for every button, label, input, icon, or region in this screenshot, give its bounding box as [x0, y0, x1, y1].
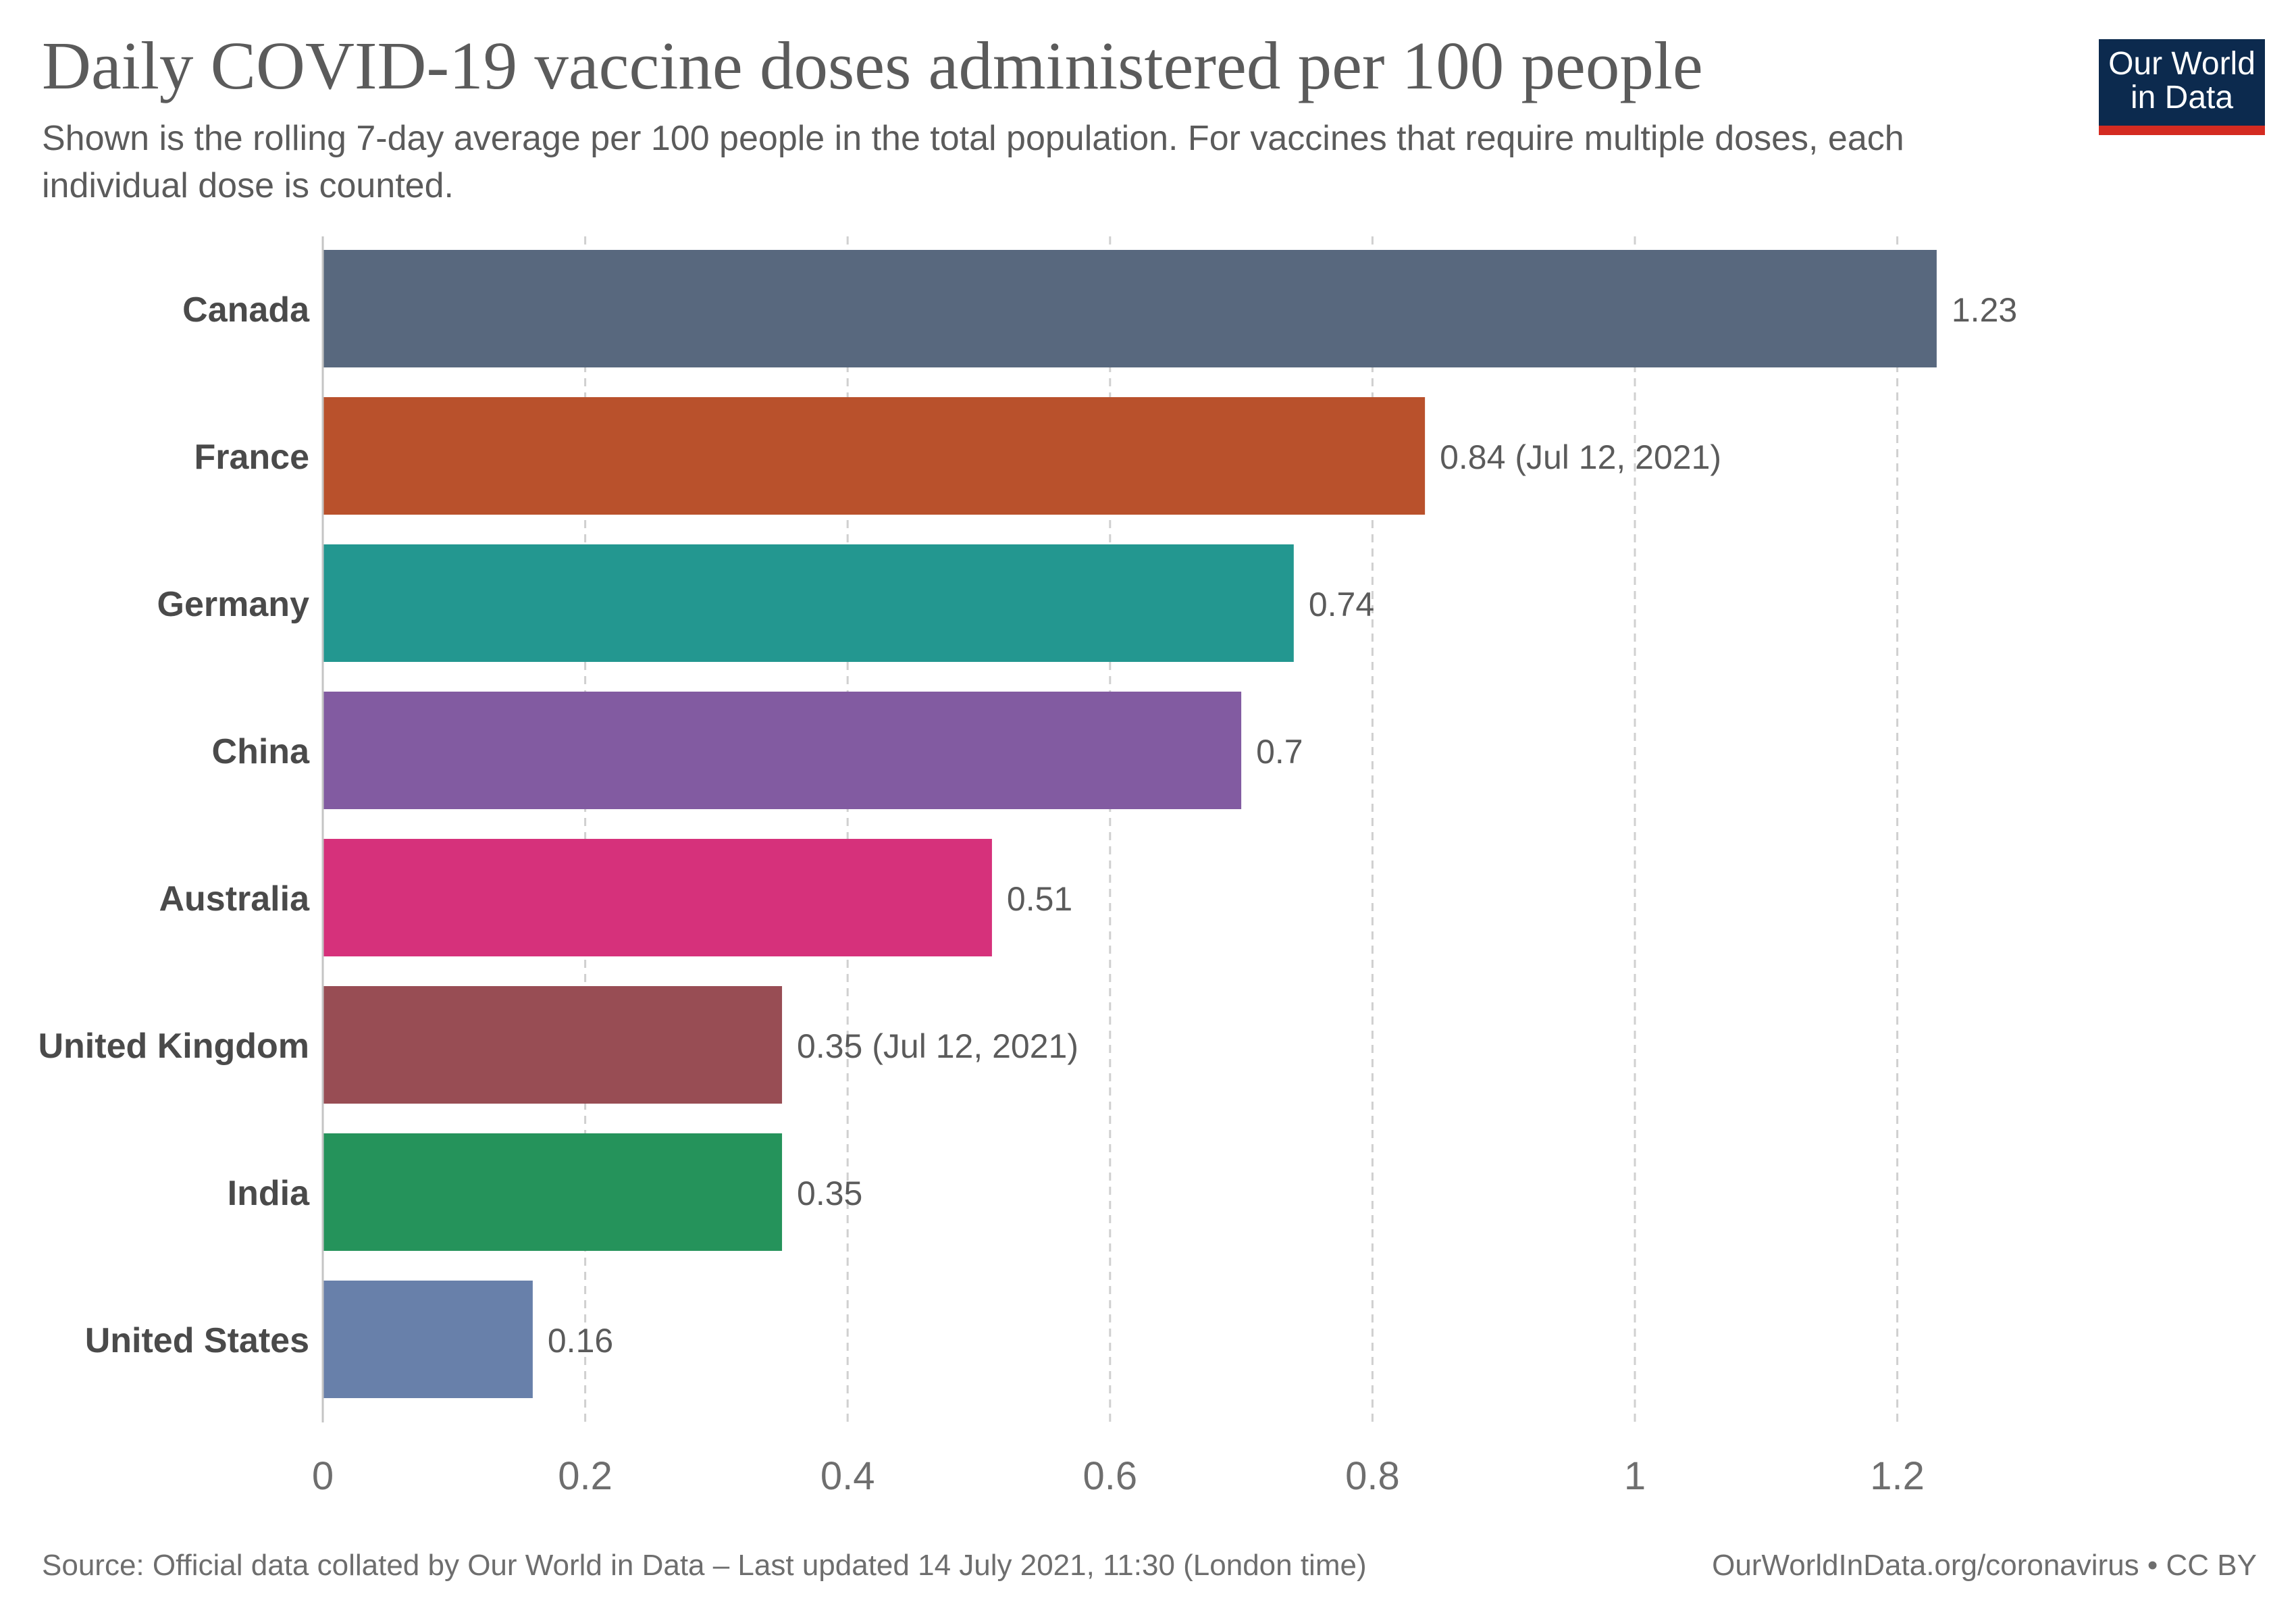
chart-title: Daily COVID-19 vaccine doses administere…: [42, 28, 1703, 103]
bar: [323, 250, 1937, 367]
bar: [323, 1133, 783, 1251]
x-tick-label: 1.2: [1870, 1454, 1925, 1498]
data-label: 0.74: [1309, 586, 1374, 623]
source-note: Source: Official data collated by Our Wo…: [42, 1549, 1367, 1582]
data-label: 0.51: [1007, 880, 1072, 918]
category-label: United States: [85, 1321, 309, 1360]
data-label: 0.84 (Jul 12, 2021): [1440, 438, 1721, 476]
category-label: India: [228, 1174, 310, 1213]
category-label: France: [194, 438, 309, 477]
source-link[interactable]: OurWorldInData.org/coronavirus • CC BY: [1712, 1549, 2257, 1582]
x-tick-label: 1: [1624, 1454, 1646, 1498]
bar: [323, 1281, 533, 1398]
x-tick-label: 0: [312, 1454, 334, 1498]
bar: [323, 692, 1242, 809]
data-label: 0.35: [797, 1175, 862, 1212]
data-label: 0.16: [548, 1322, 613, 1360]
chart-subtitle: Shown is the rolling 7-day average per 1…: [42, 119, 1904, 205]
bars: Canada 1.23 France 0.84 (Jul 12, 2021) Germa…: [38, 250, 2017, 1398]
category-label: Germany: [157, 585, 310, 624]
data-label: 1.23: [1952, 291, 2017, 329]
data-label: 0.7: [1256, 733, 1303, 771]
logo-line-2: in Data: [2130, 80, 2234, 115]
category-label: United Kingdom: [38, 1027, 309, 1066]
bar: [323, 397, 1426, 515]
owid-logo[interactable]: Our World in Data: [2099, 39, 2265, 135]
x-tick-label: 0.4: [820, 1454, 875, 1498]
category-label: Canada: [182, 290, 310, 330]
x-tick-label: 0.6: [1082, 1454, 1137, 1498]
x-tick-label: 0.8: [1345, 1454, 1400, 1498]
bar: [323, 986, 783, 1104]
bar: [323, 544, 1294, 662]
category-label: China: [212, 732, 311, 771]
x-tick-label: 0.2: [558, 1454, 612, 1498]
data-label: 0.35 (Jul 12, 2021): [797, 1027, 1078, 1065]
x-axis: 0 0.2 0.4 0.6 0.8 1 1.2: [312, 236, 1925, 1498]
logo-line-1: Our World: [2108, 46, 2255, 82]
bar: [323, 839, 992, 956]
category-label: Australia: [159, 879, 310, 919]
